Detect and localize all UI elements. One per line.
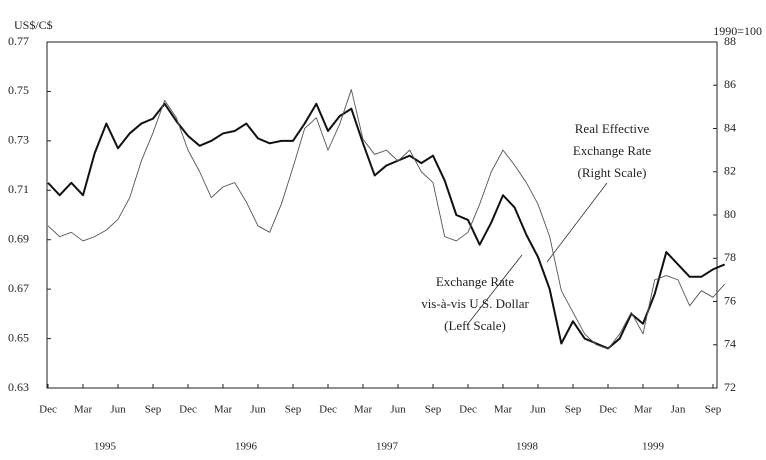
x-tick-label: Sep (145, 404, 162, 416)
annotation: Exchange Rate (573, 143, 652, 158)
y-tick-label: 0.63 (8, 380, 29, 394)
x-tick-label: Jun (250, 404, 266, 416)
y-tick-label: 0.77 (8, 34, 29, 48)
x-tick-label: Jan (671, 404, 686, 416)
x-tick-label: Dec (599, 404, 617, 416)
y2-tick-label: 80 (724, 207, 736, 221)
y2-tick-label: 86 (724, 77, 736, 91)
y-tick-label: 0.67 (8, 281, 29, 295)
x-tick-label: Dec (39, 404, 57, 416)
x-tick-label: Sep (565, 404, 582, 416)
x-tick-label: Jun (530, 404, 546, 416)
x-tick-label: Mar (494, 404, 513, 416)
x-tick-label: Jun (390, 404, 406, 416)
series-line (47, 89, 726, 350)
y-tick-label: 0.75 (8, 83, 29, 97)
y2-axis-label: 1990=100 (713, 24, 762, 38)
y-tick-label: 0.69 (8, 231, 29, 245)
year-label: 1995 (94, 441, 117, 453)
x-tick-label: Mar (634, 404, 653, 416)
x-tick-label: Mar (354, 404, 373, 416)
annotation: vis-à-vis U.S. Dollar (421, 296, 529, 311)
y2-tick-label: 88 (724, 34, 736, 48)
series-line (47, 102, 726, 350)
y-tick-label: 0.65 (8, 330, 29, 344)
annotation: (Left Scale) (444, 318, 506, 333)
x-tick-label: Dec (459, 404, 477, 416)
y-tick-label: 0.73 (8, 133, 29, 147)
y2-tick-label: 78 (724, 250, 736, 264)
year-label: 1996 (235, 441, 258, 453)
year-label: 1999 (642, 441, 665, 453)
leader-line (546, 182, 608, 263)
y-axis-label: US$/C$ (14, 18, 53, 32)
x-tick-label: Sep (705, 404, 722, 416)
x-tick-label: Mar (214, 404, 233, 416)
plot-frame (46, 41, 718, 389)
y2-tick-label: 82 (724, 164, 736, 178)
year-label: 1997 (376, 441, 399, 453)
x-tick-label: Jun (110, 404, 126, 416)
annotation: Real Effective (575, 121, 650, 136)
leader-line (466, 254, 523, 326)
annotation: Exchange Rate (436, 274, 515, 289)
y2-tick-label: 76 (724, 293, 736, 307)
x-tick-label: Mar (74, 404, 93, 416)
x-tick-label: Dec (179, 404, 197, 416)
y2-tick-label: 74 (724, 337, 736, 351)
year-label: 1998 (516, 441, 539, 453)
y2-tick-label: 84 (724, 120, 736, 134)
x-tick-label: Sep (425, 404, 442, 416)
annotation: (Right Scale) (578, 165, 647, 180)
y2-tick-label: 72 (724, 380, 736, 394)
y-tick-label: 0.71 (8, 182, 29, 196)
x-tick-label: Sep (285, 404, 302, 416)
x-tick-label: Dec (319, 404, 337, 416)
